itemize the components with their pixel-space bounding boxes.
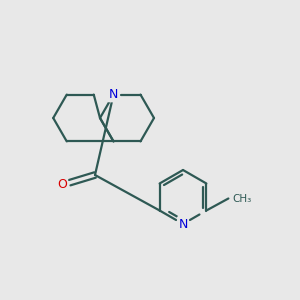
Text: N: N	[109, 88, 118, 101]
Text: CH₃: CH₃	[232, 194, 252, 203]
Text: O: O	[57, 178, 67, 191]
Text: N: N	[178, 218, 188, 230]
